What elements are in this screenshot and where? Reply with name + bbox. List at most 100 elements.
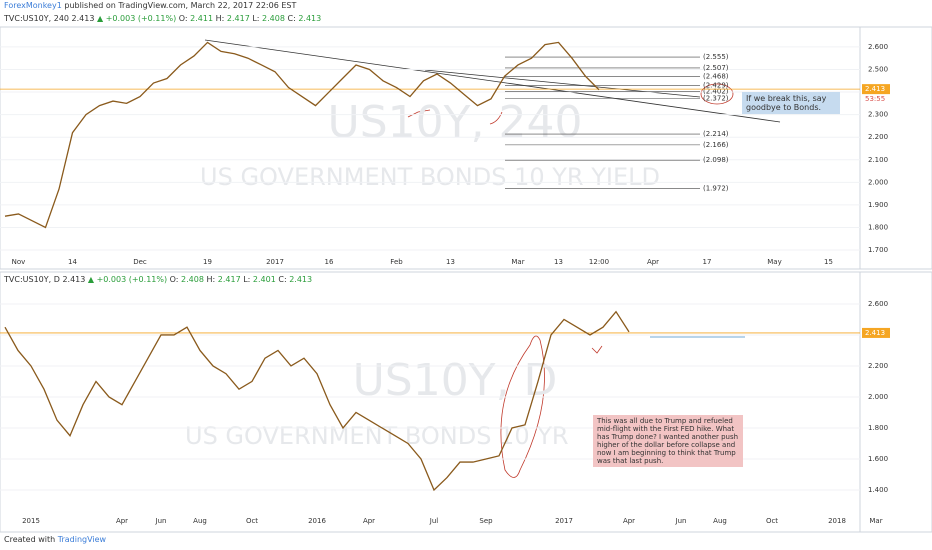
ohlc-label: H: [206,275,216,284]
x-tick-label: Apr [363,517,375,525]
level-label: (1.972) [703,185,729,193]
annotation: If we break this, say goodbye to Bonds. [742,92,840,115]
footer: Created with TradingView [4,535,106,544]
x-tick-label: 19 [203,258,212,266]
price-tag-label: 2.413 [865,329,885,337]
level-label: (2.507) [703,64,729,72]
y-tick-label: 1.900 [868,201,888,209]
ohlc-value: 2.408 [181,275,204,284]
level-label: (2.468) [703,73,729,81]
trendline [204,39,781,123]
x-tick-label: Dec [133,258,147,266]
bottom-panel [0,271,932,533]
footer-brand: TradingView [57,535,107,544]
watermark: US GOVERNMENT BONDS 10 YR [185,422,569,450]
countdown: 53:55 [865,95,885,103]
ohlc-value: 2.411 [190,14,214,23]
x-tick-label: Mar [869,517,882,525]
ohlc-label: L: [243,275,251,284]
price-tag [862,84,890,95]
x-tick-label: Mar [511,258,524,266]
level-label: (2.214) [703,130,729,138]
x-tick-label: 2017 [555,517,573,525]
x-tick-label: 16 [325,258,334,266]
x-tick-label: Apr [647,258,659,266]
level-label: (2.166) [703,141,729,149]
ohlc-label: O: [169,275,179,284]
level-label: (2.372) [703,94,729,102]
x-tick-label: Sep [479,517,493,525]
y-tick-label: 2.200 [868,362,888,370]
level-label: (2.098) [703,156,729,164]
watermark: US10Y, D [353,355,558,406]
legend: TVC:US10Y, D 2.413 ▲ +0.003 (+0.11%) O: … [4,275,312,284]
x-tick-label: Aug [193,517,207,525]
symbol: TVC:US10Y, 240 [4,14,69,23]
y-tick-label: 1.800 [868,223,888,231]
x-tick-label: Nov [12,258,26,266]
x-tick-label: 15 [824,258,833,266]
x-tick-label: 14 [68,258,77,266]
x-tick-label: 2016 [308,517,326,525]
watermark: US GOVERNMENT BONDS 10 YR YIELD [200,163,660,191]
y-tick-label: 2.000 [868,178,888,186]
ohlc-label: L: [252,14,260,23]
x-tick-label: Oct [766,517,778,525]
x-tick-label: Jul [429,517,439,525]
change: ▲ +0.003 (+0.11%) [87,275,168,284]
x-tick-label: 2018 [828,517,846,525]
y-tick-label: 2.500 [868,65,888,73]
legend: TVC:US10Y, 240 2.413 ▲ +0.003 (+0.11%) O… [4,14,321,23]
x-tick-label: Apr [116,517,128,525]
ohlc-value: 2.413 [298,14,322,23]
y-tick-label: 2.000 [868,393,888,401]
author: ForexMonkey1 [4,1,62,10]
trendline [424,69,701,98]
hand-circle [500,335,545,478]
x-tick-label: Oct [246,517,258,525]
y-tick-label: 2.600 [868,300,888,308]
symbol: TVC:US10Y, D [4,275,60,284]
y-tick-label: 2.600 [868,43,888,51]
x-tick-label: Aug [713,517,727,525]
level-label: (2.402) [703,88,729,96]
y-tick-label: 2.100 [868,156,888,164]
x-tick-label: 2015 [22,517,40,525]
y-tick-label: 1.600 [868,455,888,463]
ohlc-label: H: [215,14,225,23]
ohlc-value: 2.408 [262,14,285,23]
watermark: US10Y, 240 [328,97,583,148]
top-panel [0,26,932,270]
annotation: This was all due to Trump and refueled m… [593,415,743,468]
x-tick-label: May [767,258,781,266]
y-tick-label: 2.300 [868,111,888,119]
ohlc-value: 2.417 [217,275,241,284]
x-tick-label: 12:00 [589,258,609,266]
x-tick-label: Apr [623,517,635,525]
price-tag [862,327,890,338]
price-tag-label: 2.413 [865,85,885,93]
y-tick-label: 2.200 [868,133,888,141]
y-tick-label: 1.400 [868,486,888,494]
x-tick-label: 17 [703,258,712,266]
hand-mark [407,109,431,118]
x-tick-label: 2017 [266,258,284,266]
price-line [4,310,630,492]
x-tick-label: 13 [554,258,563,266]
footer-text: Created with [4,535,56,544]
ohlc-value: 2.413 [289,275,313,284]
x-tick-label: Jun [675,517,687,525]
publish-line: ForexMonkey1 published on TradingView.co… [4,1,296,10]
published: published on TradingView.com, March 22, … [64,1,297,10]
hand-mark [489,111,503,125]
last: 2.413 [62,275,86,284]
hand-circle [700,83,734,105]
ohlc-value: 2.401 [252,275,276,284]
y-tick-label: 1.700 [868,246,888,254]
ohlc-label: C: [287,14,296,23]
change: ▲ +0.003 (+0.11%) [97,14,177,23]
ohlc-label: O: [178,14,188,23]
x-tick-label: Jun [155,517,167,525]
